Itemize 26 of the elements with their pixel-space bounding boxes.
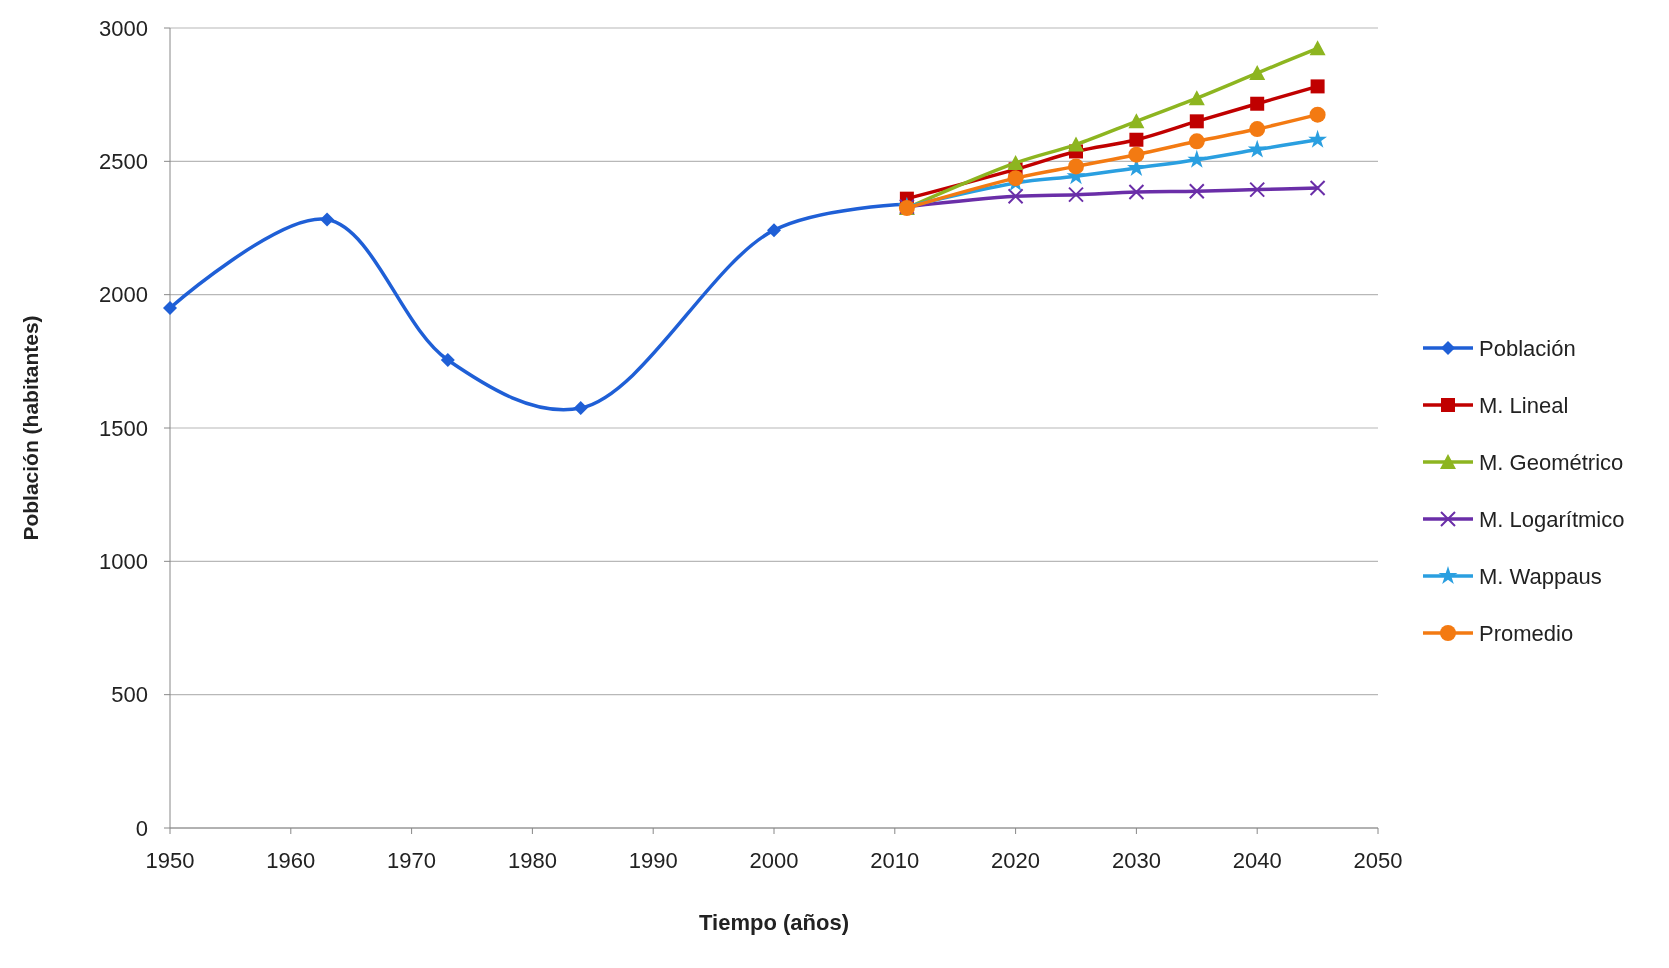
y-axis-title: Población (habitantes) bbox=[19, 315, 42, 541]
x-tick-label: 2030 bbox=[1111, 848, 1161, 873]
x-tick-label: 2010 bbox=[870, 848, 920, 873]
x-tick-label: 2040 bbox=[1232, 848, 1282, 873]
x-tick-label: 1970 bbox=[387, 848, 437, 873]
x-tick-label: 1990 bbox=[628, 848, 678, 873]
legend-label: Promedio bbox=[1479, 620, 1574, 646]
legend-label: M. Geométrico bbox=[1479, 449, 1624, 475]
x-tick-label: 1980 bbox=[507, 848, 557, 873]
x-tick-label: 2020 bbox=[991, 848, 1041, 873]
x-tick-label: 1960 bbox=[266, 848, 316, 873]
legend-label: M. Wappaus bbox=[1479, 563, 1602, 589]
legend-label: M. Logarítmico bbox=[1479, 506, 1625, 532]
y-tick-label: 0 bbox=[135, 815, 148, 841]
y-tick-label: 2500 bbox=[99, 149, 148, 175]
y-tick-label: 2000 bbox=[99, 282, 148, 308]
legend-label: M. Lineal bbox=[1479, 392, 1569, 418]
x-tick-label: 2050 bbox=[1353, 848, 1403, 873]
legend-label: Población bbox=[1479, 335, 1576, 361]
y-tick-label: 1000 bbox=[99, 549, 148, 575]
x-tick-label: 1950 bbox=[145, 848, 195, 873]
x-tick-label: 2000 bbox=[749, 848, 799, 873]
y-tick-label: 500 bbox=[111, 682, 148, 708]
x-axis-title: Tiempo (años) bbox=[699, 910, 849, 935]
y-tick-label: 1500 bbox=[99, 415, 148, 441]
y-tick-label: 3000 bbox=[99, 15, 148, 41]
